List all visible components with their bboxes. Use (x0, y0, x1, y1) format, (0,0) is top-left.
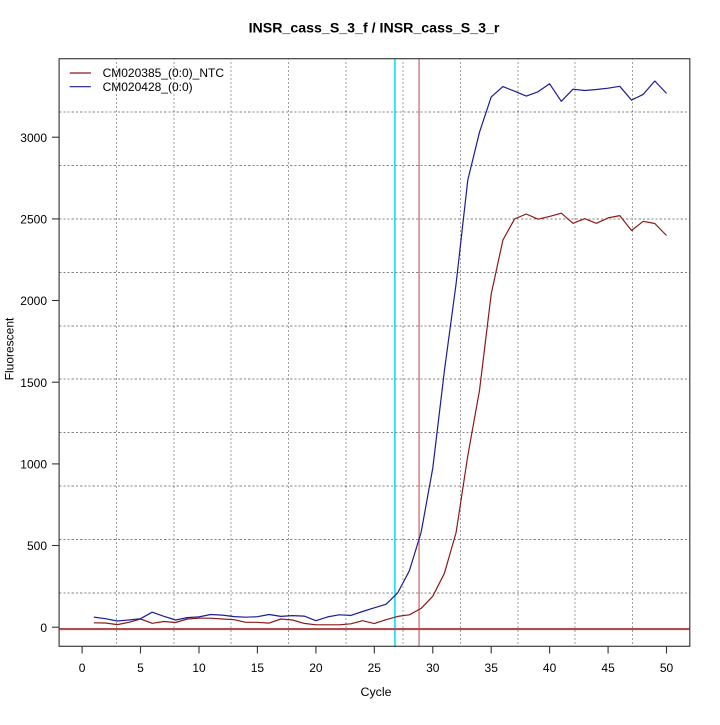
svg-text:Cycle: Cycle (361, 685, 392, 699)
svg-text:0: 0 (79, 661, 86, 675)
svg-text:40: 40 (543, 661, 557, 675)
svg-text:20: 20 (309, 661, 323, 675)
svg-text:CM020428_(0:0): CM020428_(0:0) (103, 80, 193, 94)
svg-text:50: 50 (660, 661, 674, 675)
svg-text:2500: 2500 (20, 213, 47, 227)
svg-text:25: 25 (368, 661, 382, 675)
svg-text:INSR_cass_S_3_f / INSR_cass_S_: INSR_cass_S_3_f / INSR_cass_S_3_r (249, 20, 500, 36)
svg-text:35: 35 (485, 661, 499, 675)
svg-text:Fluorescent: Fluorescent (3, 317, 17, 380)
svg-text:15: 15 (251, 661, 265, 675)
svg-text:2000: 2000 (20, 294, 47, 308)
svg-text:10: 10 (192, 661, 206, 675)
svg-text:0: 0 (40, 621, 47, 635)
svg-text:500: 500 (27, 539, 47, 553)
svg-text:CM020385_(0:0)_NTC: CM020385_(0:0)_NTC (103, 66, 225, 80)
svg-text:5: 5 (137, 661, 144, 675)
svg-text:1500: 1500 (20, 376, 47, 390)
svg-text:45: 45 (601, 661, 615, 675)
svg-text:1000: 1000 (20, 458, 47, 472)
svg-text:30: 30 (426, 661, 440, 675)
svg-text:3000: 3000 (20, 131, 47, 145)
